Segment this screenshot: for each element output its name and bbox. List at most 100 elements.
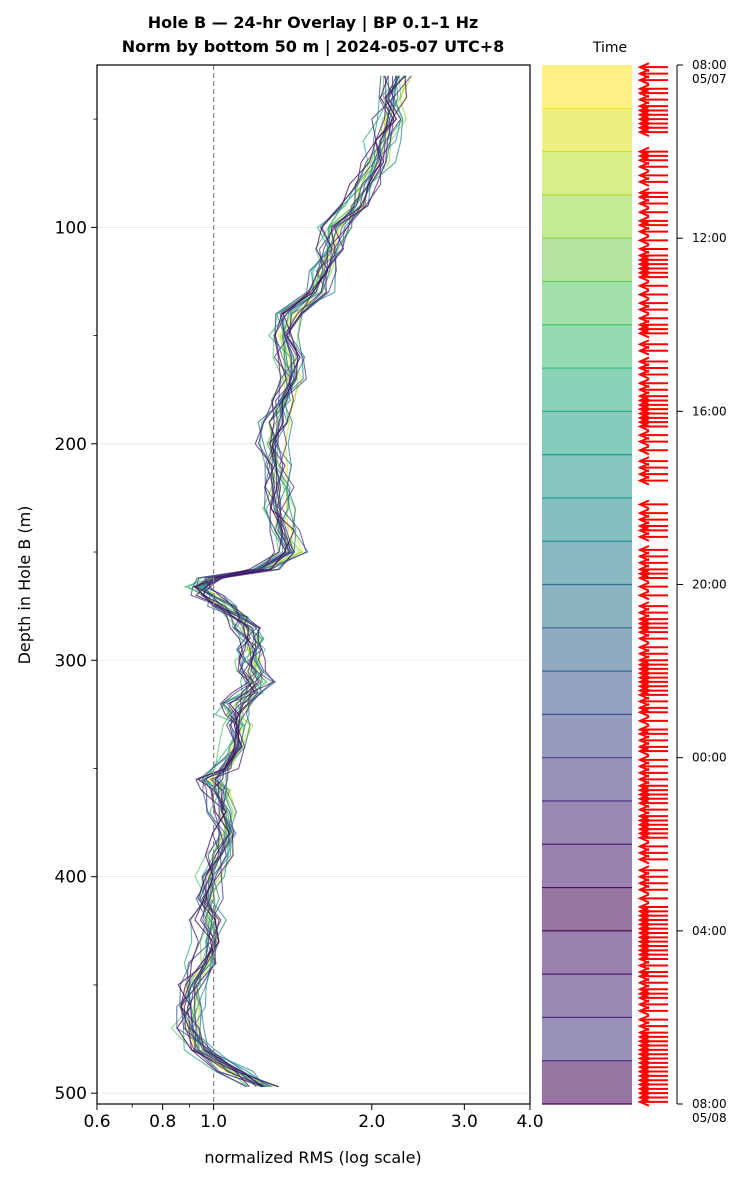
event-arrow-head [637, 378, 650, 389]
colorbar-band [542, 108, 632, 152]
colorbar-tick-label: 12:00 [692, 231, 727, 245]
event-arrow-head [637, 469, 650, 480]
colorbar-band [542, 368, 632, 412]
event-arrow-head [637, 525, 650, 536]
colorbar-label: Time [592, 40, 627, 56]
event-arrow-head [637, 192, 650, 202]
series-line [191, 75, 399, 1088]
colorbar-tick-label: 08:00 [692, 1097, 727, 1111]
event-arrow-head [637, 971, 650, 982]
colorbar-band [542, 1017, 632, 1061]
event-arrow-head [637, 590, 650, 601]
event-arrow-head [637, 551, 650, 562]
event-arrow-head [637, 289, 650, 300]
colorbar-band [542, 151, 632, 195]
event-arrow-head [637, 865, 650, 876]
colorbar-band [542, 930, 632, 975]
colorbar-tick-label: 04:00 [692, 924, 727, 938]
event-arrow-head [637, 999, 650, 1010]
colorbar-band [542, 844, 632, 888]
event-arrow-head [637, 573, 650, 583]
colorbar-band [542, 324, 632, 369]
event-arrow-head [637, 878, 650, 889]
y-tick-label: 400 [55, 868, 87, 888]
colorbar-band [542, 584, 632, 628]
event-arrow-head [637, 832, 650, 843]
event-arrow-head [637, 767, 650, 778]
plot-frame [96, 64, 531, 1105]
event-arrow-head [637, 531, 650, 542]
colorbar-axis: 08:0005/0712:0016:0020:0000:0004:0008:00… [676, 58, 727, 1125]
x-tick-label: 2.0 [358, 1112, 385, 1132]
event-arrow-head [637, 633, 650, 644]
event-arrow-head [637, 854, 650, 865]
colorbar-band [542, 887, 632, 931]
event-arrow-head [637, 642, 650, 653]
x-tick-label: 4.0 [516, 1112, 543, 1132]
series-line [180, 75, 394, 1088]
colorbar-band [542, 757, 632, 801]
colorbar-band [542, 497, 632, 542]
event-arrow-head [637, 841, 650, 852]
event-arrow-head [637, 1021, 650, 1031]
colorbar [542, 65, 632, 1105]
colorbar-tick-sublabel: 05/08 [692, 1111, 727, 1125]
colorbar-tick-sublabel: 05/07 [692, 72, 727, 86]
series-line [186, 75, 391, 1088]
colorbar-tick-label: 00:00 [692, 751, 727, 765]
event-arrow-head [637, 356, 650, 367]
colorbar-band [542, 627, 632, 672]
event-arrow-head [637, 369, 650, 380]
event-arrow-head [637, 884, 650, 895]
event-arrows [637, 62, 668, 1107]
y-axis-label: Depth in Hole B (m) [15, 506, 34, 665]
event-arrow-head [637, 954, 650, 964]
event-arrow-head [637, 127, 650, 138]
event-arrow-head [637, 508, 650, 518]
series-layer [170, 75, 413, 1088]
event-arrow-head [637, 728, 650, 739]
event-arrow-head [637, 304, 650, 315]
x-tick-label: 0.6 [83, 1112, 110, 1132]
event-arrow-head [637, 499, 650, 510]
event-arrow-head [637, 176, 650, 187]
event-arrow-head [637, 94, 650, 105]
event-arrow-head [637, 339, 650, 350]
event-arrow-head [637, 735, 650, 746]
colorbar-band [542, 194, 632, 239]
event-arrow-head [637, 581, 650, 592]
event-arrow-head [637, 421, 650, 432]
colorbar-band [542, 714, 632, 758]
series-line [170, 75, 394, 1088]
y-tick-label: 500 [55, 1084, 87, 1104]
series-line [180, 75, 406, 1088]
colorbar-band [542, 281, 632, 325]
colorbar-band [542, 541, 632, 585]
event-arrow-head [637, 544, 650, 555]
x-tick-label: 1.0 [200, 1112, 227, 1132]
event-arrow-head [637, 235, 650, 246]
event-arrow-head [637, 977, 650, 988]
event-arrow-head [637, 272, 650, 283]
event-arrow-head [637, 226, 650, 237]
event-arrow-head [637, 220, 650, 231]
series-line [183, 75, 398, 1088]
x-axis-label: normalized RMS (log scale) [204, 1148, 421, 1167]
event-arrow-head [637, 754, 650, 765]
series-line [176, 75, 395, 1088]
x-axis: 0.6 0.8 1.0 2.0 3.0 4.0 [83, 1104, 544, 1132]
y-axis: 100 200 300 400 500 [55, 118, 97, 1104]
grid-layer [97, 226, 530, 1094]
event-arrow-head [637, 436, 650, 447]
event-arrow-head [637, 601, 650, 612]
colorbar-band [542, 800, 632, 845]
x-tick-label: 0.8 [149, 1112, 176, 1132]
event-arrow-head [637, 746, 650, 757]
event-arrow-head [637, 161, 650, 172]
event-arrow-head [637, 707, 650, 718]
event-arrow-head [637, 244, 650, 254]
event-arrow-head [637, 960, 650, 971]
event-arrow-head [637, 607, 650, 618]
colorbar-tick-label: 16:00 [692, 404, 727, 418]
